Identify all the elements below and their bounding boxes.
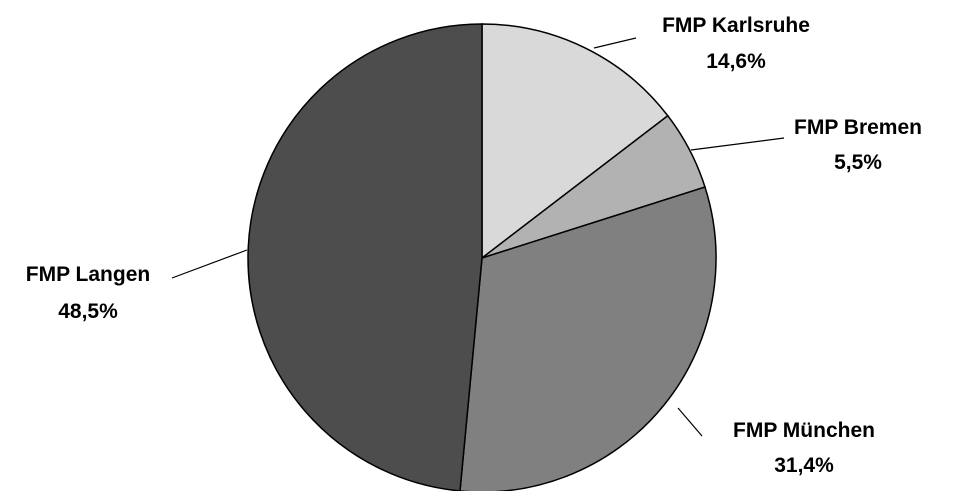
leader-line <box>690 137 785 151</box>
data-labels: FMP Karlsruhe 14,6% FMP Bremen 5,5% FMP Münc… <box>26 14 922 477</box>
leader-line <box>677 407 703 437</box>
slice-value-label: 31,4% <box>774 454 834 477</box>
slice-value-label: 14,6% <box>706 50 766 73</box>
slice-name-label: FMP Langen <box>26 263 150 286</box>
slice-name-label: FMP München <box>733 419 875 442</box>
leader-line <box>593 37 637 49</box>
pie-slice-fmp-karlsruhe <box>481 23 669 260</box>
pie-slices <box>247 23 717 491</box>
slice-name-label: FMP Bremen <box>794 116 922 139</box>
leader-lines <box>171 37 785 437</box>
leader-line <box>171 249 248 279</box>
pie-slice-fmp-langen <box>247 23 483 491</box>
slice-name-label: FMP Karlsruhe <box>662 14 810 37</box>
pie-slice-fmp-m-nchen <box>459 186 717 491</box>
slice-value-label: 48,5% <box>58 300 118 323</box>
slice-value-label: 5,5% <box>834 151 882 174</box>
